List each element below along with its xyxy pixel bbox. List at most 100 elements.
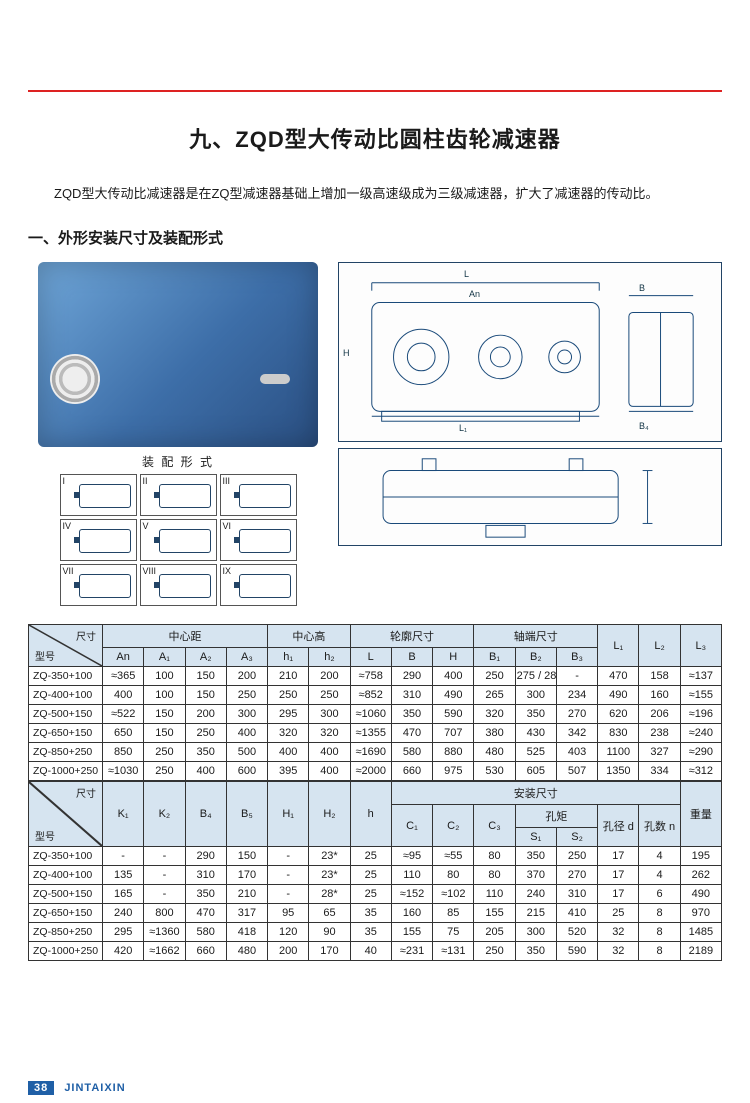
- table-row: ZQ-500+150≈522150200300295300≈1060350590…: [29, 705, 722, 724]
- assembly-cell: III: [220, 474, 297, 516]
- data-cell: 32: [598, 942, 639, 961]
- data-cell: 205: [474, 923, 515, 942]
- data-cell: 350: [515, 942, 556, 961]
- data-cell: 150: [226, 847, 267, 866]
- col-header: B: [391, 648, 432, 667]
- assembly-cell: IV: [60, 519, 137, 561]
- top-rule: [28, 90, 722, 92]
- data-cell: 660: [185, 942, 226, 961]
- model-cell: ZQ-650+150: [29, 724, 103, 743]
- assembly-cell: VII: [60, 564, 137, 606]
- data-cell: ≈95: [391, 847, 432, 866]
- data-cell: 200: [226, 667, 267, 686]
- data-cell: 195: [680, 847, 721, 866]
- col-header: C₃: [474, 805, 515, 847]
- section-heading-1: 一、外形安装尺寸及装配形式: [28, 227, 722, 248]
- data-cell: 120: [268, 923, 309, 942]
- data-cell: 480: [226, 942, 267, 961]
- model-cell: ZQ-400+100: [29, 686, 103, 705]
- data-cell: 525: [515, 743, 556, 762]
- data-cell: 490: [598, 686, 639, 705]
- data-cell: 975: [433, 762, 474, 781]
- col-header: h₁: [268, 648, 309, 667]
- data-cell: 150: [185, 686, 226, 705]
- model-cell: ZQ-350+100: [29, 667, 103, 686]
- col-header: S₁: [515, 828, 556, 847]
- col-group: 轴端尺寸: [474, 625, 598, 648]
- data-cell: ≈365: [103, 667, 144, 686]
- data-cell: 310: [556, 885, 597, 904]
- data-cell: 110: [391, 866, 432, 885]
- data-cell: 100: [144, 686, 185, 705]
- left-figure-column: 装 配 形 式 I II III IV V VI VII VIII IX: [28, 262, 328, 606]
- data-cell: 25: [598, 904, 639, 923]
- data-cell: ≈852: [350, 686, 391, 705]
- col-header: L₂: [639, 625, 680, 667]
- data-cell: 8: [639, 923, 680, 942]
- data-cell: 80: [474, 866, 515, 885]
- data-cell: 317: [226, 904, 267, 923]
- data-cell: 420: [103, 942, 144, 961]
- data-cell: 4: [639, 847, 680, 866]
- col-header: L₁: [598, 625, 639, 667]
- assembly-grid: I II III IV V VI VII VIII IX: [60, 474, 297, 606]
- data-cell: 880: [433, 743, 474, 762]
- data-cell: 234: [556, 686, 597, 705]
- data-cell: ≈240: [680, 724, 721, 743]
- data-cell: 507: [556, 762, 597, 781]
- data-cell: 200: [309, 667, 350, 686]
- data-cell: 470: [391, 724, 432, 743]
- data-cell: 250: [144, 762, 185, 781]
- figure-row: 装 配 形 式 I II III IV V VI VII VIII IX: [28, 262, 722, 606]
- col-group: 安装尺寸: [391, 782, 680, 805]
- table-row: ZQ-1000+250≈1030250400600395400≈20006609…: [29, 762, 722, 781]
- data-cell: -: [144, 866, 185, 885]
- data-cell: 470: [598, 667, 639, 686]
- diag-top-label: 尺寸: [76, 785, 96, 800]
- assembly-cell: I: [60, 474, 137, 516]
- col-header: A₂: [185, 648, 226, 667]
- data-cell: 150: [144, 724, 185, 743]
- diag-bottom-label: 型号: [35, 828, 55, 843]
- data-cell: 265: [474, 686, 515, 705]
- data-cell: ≈1060: [350, 705, 391, 724]
- data-cell: 35: [350, 923, 391, 942]
- data-cell: 580: [391, 743, 432, 762]
- data-cell: -: [268, 847, 309, 866]
- model-cell: ZQ-650+150: [29, 904, 103, 923]
- table-row: ZQ-400+100400100150250250250≈85231049026…: [29, 686, 722, 705]
- assembly-cell: IX: [220, 564, 297, 606]
- data-cell: 17: [598, 847, 639, 866]
- col-group: 轮廓尺寸: [350, 625, 474, 648]
- model-cell: ZQ-350+100: [29, 847, 103, 866]
- table-head: 尺寸 型号 中心距 中心高 轮廓尺寸 轴端尺寸 L₁ L₂ L₃ An A₁ A…: [29, 625, 722, 667]
- data-cell: 295: [268, 705, 309, 724]
- data-cell: 270: [556, 705, 597, 724]
- spec-table-2: 尺寸 型号 K₁ K₂ B₄ B₅ H₁ H₂ h 安装尺寸 重量 C₁ C₂ …: [28, 781, 722, 961]
- col-header: 重量: [680, 782, 721, 847]
- table-body: ZQ-350+100≈365100150200210200≈7582904002…: [29, 667, 722, 781]
- data-cell: 250: [226, 686, 267, 705]
- table-row: ZQ-500+150165-350210-28*25≈152≈102110240…: [29, 885, 722, 904]
- diag-bottom-label: 型号: [35, 648, 55, 663]
- data-cell: ≈155: [680, 686, 721, 705]
- diag-header: 尺寸 型号: [29, 625, 103, 667]
- data-cell: ≈196: [680, 705, 721, 724]
- data-cell: 400: [309, 762, 350, 781]
- diag-header: 尺寸 型号: [29, 782, 103, 847]
- page-footer: 38 JINTAIXIN: [28, 1081, 126, 1095]
- technical-drawing-plan: [338, 448, 722, 546]
- data-cell: 310: [391, 686, 432, 705]
- col-header: L₃: [680, 625, 721, 667]
- data-cell: ≈1662: [144, 942, 185, 961]
- data-cell: ≈1030: [103, 762, 144, 781]
- col-header: L: [350, 648, 391, 667]
- col-header: K₂: [144, 782, 185, 847]
- data-cell: 605: [515, 762, 556, 781]
- data-cell: -: [144, 885, 185, 904]
- data-cell: ≈137: [680, 667, 721, 686]
- data-cell: 28*: [309, 885, 350, 904]
- data-cell: 110: [474, 885, 515, 904]
- dim-label: B: [639, 283, 645, 293]
- data-cell: 250: [309, 686, 350, 705]
